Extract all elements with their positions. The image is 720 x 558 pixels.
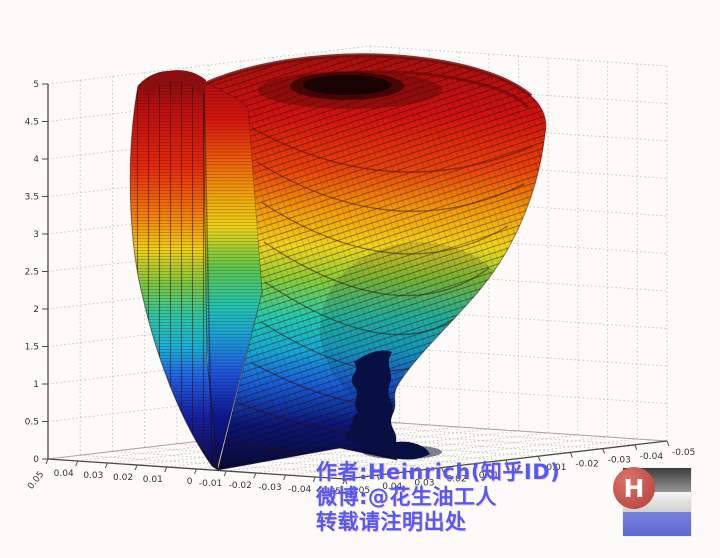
svg-text:2.5: 2.5 (25, 268, 39, 278)
svg-text:1.5: 1.5 (25, 343, 39, 353)
svg-text:-0.03: -0.03 (608, 456, 631, 466)
svg-text:3.5: 3.5 (25, 193, 39, 203)
surface-hole (303, 75, 391, 95)
axis-tick-labels: 5 4.5 4 3.5 3 2.5 2 1.5 1 0.5 0 0.05 0.04 0.03 0.02 0.0… (25, 80, 696, 497)
svg-text:0.01: 0.01 (479, 471, 499, 481)
rose-surface (129, 53, 547, 472)
svg-text:4: 4 (33, 155, 39, 165)
svg-text:0.04: 0.04 (382, 482, 402, 492)
svg-text:2: 2 (33, 305, 39, 315)
rim-edge (204, 53, 533, 98)
wall-face-seam (203, 83, 213, 467)
watermark-line-2: 微博:@花生油工人 (316, 485, 497, 509)
watermark-line-1: 作者:Heinrich(知乎ID) (316, 460, 561, 484)
svg-text:5: 5 (33, 80, 39, 90)
svg-text:4.5: 4.5 (25, 118, 39, 128)
svg-text:3: 3 (33, 230, 39, 240)
svg-text:-0.05: -0.05 (672, 448, 695, 458)
surface-tail (344, 350, 430, 460)
svg-text:-0.05: -0.05 (318, 487, 341, 497)
svg-text:0: 0 (187, 477, 193, 487)
rim-band (140, 70, 206, 94)
svg-text:0: 0 (511, 467, 517, 477)
logo-circle: H (613, 467, 655, 509)
svg-text:1: 1 (33, 380, 39, 390)
svg-text:0.02: 0.02 (447, 475, 467, 485)
svg-text:0.5: 0.5 (25, 418, 39, 428)
svg-text:0.02: 0.02 (113, 473, 133, 483)
svg-text:0: 0 (33, 455, 39, 465)
svg-text:0.04: 0.04 (54, 469, 74, 479)
svg-text:-0.02: -0.02 (229, 481, 252, 491)
watermark: 作者:Heinrich(知乎ID) 微博:@花生油工人 转载请注明出处 (316, 460, 560, 535)
svg-text:0.03: 0.03 (83, 471, 103, 481)
svg-text:-0.01: -0.01 (543, 463, 566, 473)
logo-letter: H (623, 473, 645, 503)
svg-text:0.03: 0.03 (414, 478, 434, 488)
svg-text:-0.04: -0.04 (288, 485, 312, 495)
watermark-line-3: 转载请注明出处 (316, 510, 467, 534)
svg-text:-0.02: -0.02 (575, 459, 598, 469)
svg-text:0.01: 0.01 (143, 475, 163, 485)
svg-text:-0.03: -0.03 (258, 483, 281, 493)
svg-text:0.05: 0.05 (350, 486, 370, 496)
svg-text:-0.04: -0.04 (640, 452, 664, 462)
svg-text:-0.01: -0.01 (199, 479, 222, 489)
svg-text:0.05: 0.05 (26, 470, 46, 492)
logo-band-bottom (623, 512, 691, 536)
heinrich-logo: H (613, 466, 713, 546)
